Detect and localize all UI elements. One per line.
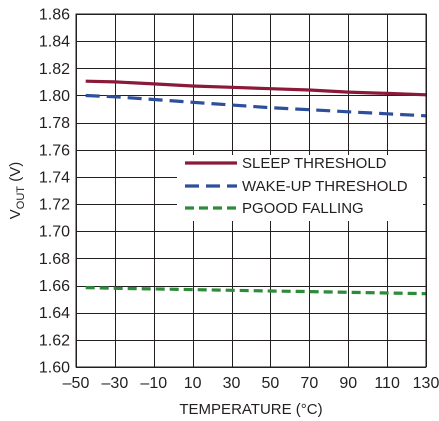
x-tick-label: 130 bbox=[413, 375, 439, 392]
y-tick-label: 1.66 bbox=[39, 278, 70, 295]
y-tick-label: 1.72 bbox=[39, 197, 70, 214]
plot-frame bbox=[75, 13, 427, 368]
series-line-1 bbox=[85, 79, 427, 97]
y-tick-label: 1.76 bbox=[39, 142, 70, 159]
x-tick-label: –30 bbox=[102, 375, 129, 392]
y-axis-title: VOUT (V) bbox=[7, 162, 27, 219]
x-tick-label: –50 bbox=[63, 375, 90, 392]
y-axis-title-unit: (V) bbox=[7, 162, 24, 186]
y-tick-label: 1.62 bbox=[39, 332, 70, 349]
x-tick-label: 10 bbox=[184, 375, 202, 392]
x-tick-label: –10 bbox=[140, 375, 167, 392]
x-tick-label: 30 bbox=[223, 375, 241, 392]
series-line-3 bbox=[85, 286, 427, 296]
y-tick-label: 1.60 bbox=[39, 360, 70, 377]
x-tick-label: 50 bbox=[262, 375, 280, 392]
y-tick-label: 1.78 bbox=[39, 115, 70, 132]
y-axis-title-subscript: OUT bbox=[15, 186, 27, 210]
legend: SLEEP THRESHOLD WAKE-UP THRESHOLD PGOOD … bbox=[177, 155, 423, 221]
y-tick-label: 1.84 bbox=[39, 34, 70, 51]
y-tick-label: 1.64 bbox=[39, 305, 70, 322]
series-line-2 bbox=[85, 93, 427, 118]
y-tick-label: 1.74 bbox=[39, 169, 70, 186]
y-tick-label: 1.80 bbox=[39, 88, 70, 105]
y-tick-label: 1.82 bbox=[39, 61, 70, 78]
legend-background bbox=[177, 155, 423, 221]
x-tick-label: 90 bbox=[339, 375, 357, 392]
x-axis-title: TEMPERATURE (°C) bbox=[179, 401, 322, 418]
y-tick-labels: 1.60 1.62 1.64 1.66 1.68 1.70 1.72 1.74 1.76 1.78… bbox=[39, 7, 70, 377]
series-layer bbox=[85, 79, 427, 296]
legend-label-sleep: SLEEP THRESHOLD bbox=[242, 155, 387, 172]
x-tick-label: 110 bbox=[374, 375, 400, 392]
legend-label-pgood: PGOOD FALLING bbox=[242, 200, 364, 217]
y-tick-label: 1.70 bbox=[39, 224, 70, 241]
legend-label-wakeup: WAKE-UP THRESHOLD bbox=[242, 178, 408, 195]
x-tick-labels: –50 –30 –10 10 30 50 70 90 110 130 bbox=[63, 375, 439, 392]
x-tick-label: 70 bbox=[300, 375, 318, 392]
y-axis-title-main: V bbox=[7, 209, 24, 219]
y-tick-label: 1.68 bbox=[39, 251, 70, 268]
y-tick-label: 1.86 bbox=[39, 7, 70, 24]
